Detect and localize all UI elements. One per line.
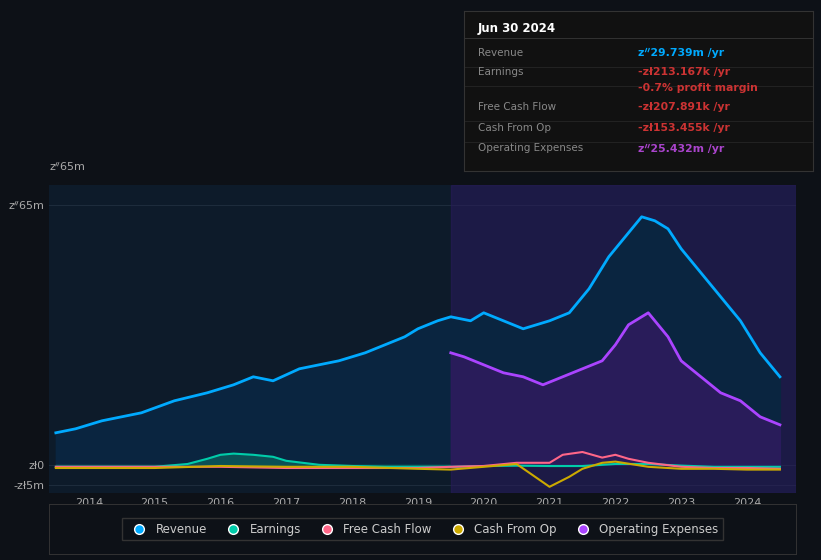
Text: Cash From Op: Cash From Op	[478, 123, 551, 133]
Text: Revenue: Revenue	[478, 48, 523, 58]
Text: zᐥ25.432m /yr: zᐥ25.432m /yr	[639, 143, 725, 153]
Text: -zł153.455k /yr: -zł153.455k /yr	[639, 123, 730, 133]
Text: -zł213.167k /yr: -zł213.167k /yr	[639, 67, 731, 77]
Text: -zł207.891k /yr: -zł207.891k /yr	[639, 102, 730, 112]
Bar	[451, 185, 796, 493]
Text: Operating Expenses: Operating Expenses	[478, 143, 583, 153]
Text: Jun 30 2024: Jun 30 2024	[478, 22, 556, 35]
Legend: Revenue, Earnings, Free Cash Flow, Cash From Op, Operating Expenses: Revenue, Earnings, Free Cash Flow, Cash …	[122, 518, 723, 540]
Text: zᐥ29.739m /yr: zᐥ29.739m /yr	[639, 48, 724, 58]
Text: Free Cash Flow: Free Cash Flow	[478, 102, 556, 112]
Text: Earnings: Earnings	[478, 67, 523, 77]
Text: -0.7% profit margin: -0.7% profit margin	[639, 83, 759, 93]
Text: zᐥ65m: zᐥ65m	[49, 162, 85, 172]
